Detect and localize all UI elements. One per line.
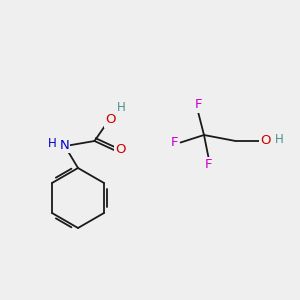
Text: O: O [115,143,126,157]
Text: F: F [194,98,202,112]
Text: H: H [47,136,56,150]
Text: F: F [205,158,212,172]
Text: N: N [60,139,69,152]
Text: F: F [170,136,178,149]
Text: H: H [275,133,284,146]
Text: O: O [105,113,115,127]
Text: O: O [260,134,271,148]
Text: H: H [117,101,126,115]
